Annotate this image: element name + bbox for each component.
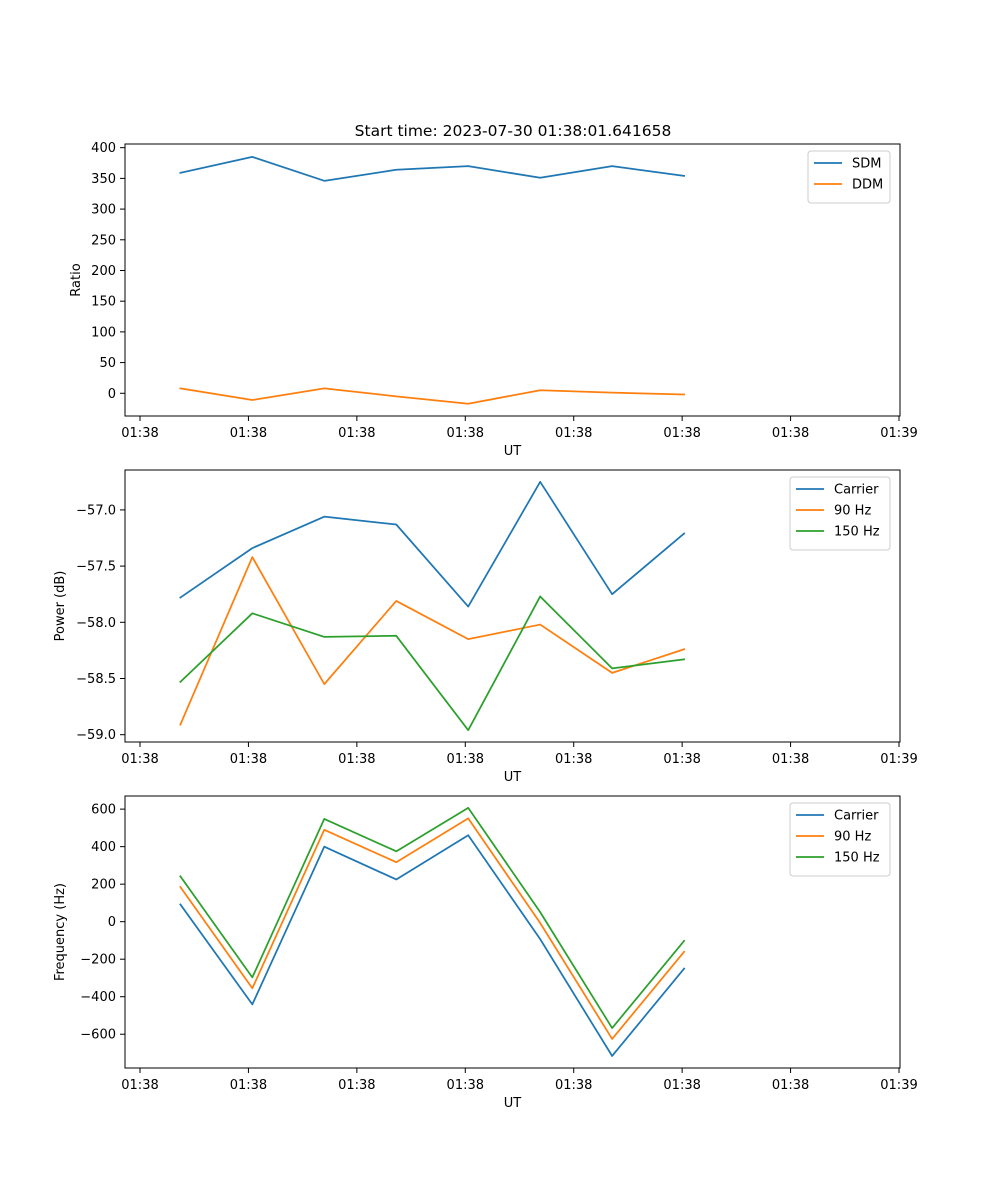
y-tick-label: 250 <box>91 233 116 248</box>
x-tick-label: 01:38 <box>663 426 700 441</box>
x-tick-label: 01:38 <box>772 752 809 767</box>
y-tick-label: 200 <box>91 264 116 279</box>
series-line-90-hz <box>179 817 686 1040</box>
series-line-ddm <box>179 387 686 405</box>
x-tick-label: 01:38 <box>663 752 700 767</box>
x-axis-label: UT <box>504 770 522 785</box>
y-tick-label: 200 <box>91 878 116 893</box>
series-line-carrier <box>179 480 686 608</box>
legend-entry: Carrier <box>834 809 879 824</box>
y-tick-label: −200 <box>80 953 116 968</box>
y-tick-label: 0 <box>108 387 116 402</box>
y-tick-label: −57.0 <box>76 503 116 518</box>
x-tick-label: 01:38 <box>772 426 809 441</box>
y-tick-label: −57.5 <box>76 560 116 575</box>
x-tick-label: 01:38 <box>447 1078 484 1093</box>
legend-entry: 150 Hz <box>834 851 880 866</box>
x-tick-label: 01:38 <box>663 1078 700 1093</box>
x-tick-label: 01:39 <box>880 752 917 767</box>
x-tick-label: 01:38 <box>230 752 267 767</box>
series-group <box>179 806 686 1057</box>
y-tick-label: 350 <box>91 172 116 187</box>
legend: SDM DDM <box>807 150 891 204</box>
figure-title: Start time: 2023-07-30 01:38:01.641658 <box>355 122 672 140</box>
subplots: 01:38 01:38 01:38 01:38 01:38 01:38 01:38 01:39… <box>53 141 918 1111</box>
x-tick-label: 01:38 <box>121 1078 158 1093</box>
x-tick-label: 01:39 <box>880 426 917 441</box>
y-tick-label: −600 <box>80 1028 116 1043</box>
axes-frame <box>124 469 901 743</box>
x-tick-label: 01:38 <box>121 426 158 441</box>
y-tick-label: −58.0 <box>76 616 116 631</box>
y-tick-label: 400 <box>91 141 116 156</box>
x-tick-label: 01:38 <box>338 752 375 767</box>
legend-entry: SDM <box>852 157 881 172</box>
y-tick-label: −59.0 <box>76 728 116 743</box>
subplot-1: 01:38 01:38 01:38 01:38 01:38 01:38 01:38 01:39… <box>69 141 918 459</box>
y-axis-label: Power (dB) <box>53 571 68 642</box>
x-tick-label: 01:38 <box>230 1078 267 1093</box>
x-tick-label: 01:38 <box>772 1078 809 1093</box>
legend-entry: 90 Hz <box>834 830 871 845</box>
y-tick-label: 50 <box>99 356 116 371</box>
series-group <box>179 480 686 732</box>
x-tick-label: 01:38 <box>121 752 158 767</box>
y-tick-label: 0 <box>108 915 116 930</box>
x-tick-label: 01:38 <box>447 426 484 441</box>
legend-entry: DDM <box>852 178 883 193</box>
legend: Carrier 90 Hz 150 Hz <box>789 476 891 551</box>
axes-frame <box>124 143 901 417</box>
subplot-2: 01:38 01:38 01:38 01:38 01:38 01:38 01:38 01:39… <box>53 469 918 785</box>
series-line-carrier <box>179 834 686 1057</box>
legend: Carrier 90 Hz 150 Hz <box>789 802 891 877</box>
series-line-150-hz <box>179 806 686 1029</box>
x-tick-label: 01:38 <box>230 426 267 441</box>
x-tick-label: 01:39 <box>880 1078 917 1093</box>
x-tick-label: 01:38 <box>447 752 484 767</box>
y-tick-label: −58.5 <box>76 672 116 687</box>
x-tick-label: 01:38 <box>555 1078 592 1093</box>
x-tick-label: 01:38 <box>555 752 592 767</box>
y-tick-label: 100 <box>91 325 116 340</box>
y-tick-label: 600 <box>91 803 116 818</box>
series-line-90-hz <box>179 556 686 726</box>
legend-box <box>807 150 891 204</box>
y-tick-label: 400 <box>91 840 116 855</box>
series-line-150-hz <box>179 595 686 732</box>
subplot-3: 01:38 01:38 01:38 01:38 01:38 01:38 01:38 01:39… <box>53 795 918 1111</box>
y-tick-label: −400 <box>80 990 116 1005</box>
x-axis-label: UT <box>504 444 522 459</box>
x-tick-label: 01:38 <box>338 1078 375 1093</box>
series-group <box>179 156 686 405</box>
x-axis-label: UT <box>504 1096 522 1111</box>
y-axis-label: Frequency (Hz) <box>53 883 68 981</box>
y-tick-label: 150 <box>91 295 116 310</box>
series-line-sdm <box>179 156 686 182</box>
y-tick-label: 300 <box>91 203 116 218</box>
x-tick-label: 01:38 <box>338 426 375 441</box>
y-axis-label: Ratio <box>69 263 84 296</box>
x-tick-label: 01:38 <box>555 426 592 441</box>
legend-entry: Carrier <box>834 483 879 498</box>
axes-frame <box>124 795 901 1069</box>
legend-entry: 150 Hz <box>834 525 880 540</box>
legend-entry: 90 Hz <box>834 504 871 519</box>
